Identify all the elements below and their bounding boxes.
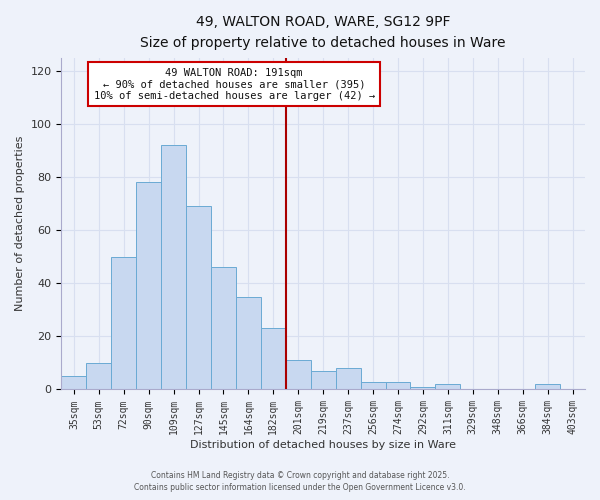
Bar bbox=[410, 387, 436, 390]
Bar bbox=[111, 257, 136, 390]
Bar bbox=[186, 206, 211, 390]
Bar bbox=[386, 382, 410, 390]
Title: 49, WALTON ROAD, WARE, SG12 9PF
Size of property relative to detached houses in : 49, WALTON ROAD, WARE, SG12 9PF Size of … bbox=[140, 15, 506, 50]
Bar bbox=[436, 384, 460, 390]
Bar bbox=[335, 368, 361, 390]
Bar bbox=[261, 328, 286, 390]
Bar bbox=[361, 382, 386, 390]
Bar bbox=[535, 384, 560, 390]
Bar bbox=[286, 360, 311, 390]
Y-axis label: Number of detached properties: Number of detached properties bbox=[15, 136, 25, 312]
Bar bbox=[136, 182, 161, 390]
Bar bbox=[311, 371, 335, 390]
Bar bbox=[236, 296, 261, 390]
Bar bbox=[61, 376, 86, 390]
Bar bbox=[86, 363, 111, 390]
X-axis label: Distribution of detached houses by size in Ware: Distribution of detached houses by size … bbox=[190, 440, 456, 450]
Bar bbox=[161, 146, 186, 390]
Bar bbox=[211, 268, 236, 390]
Text: 49 WALTON ROAD: 191sqm
← 90% of detached houses are smaller (395)
10% of semi-de: 49 WALTON ROAD: 191sqm ← 90% of detached… bbox=[94, 68, 375, 101]
Text: Contains HM Land Registry data © Crown copyright and database right 2025.
Contai: Contains HM Land Registry data © Crown c… bbox=[134, 471, 466, 492]
